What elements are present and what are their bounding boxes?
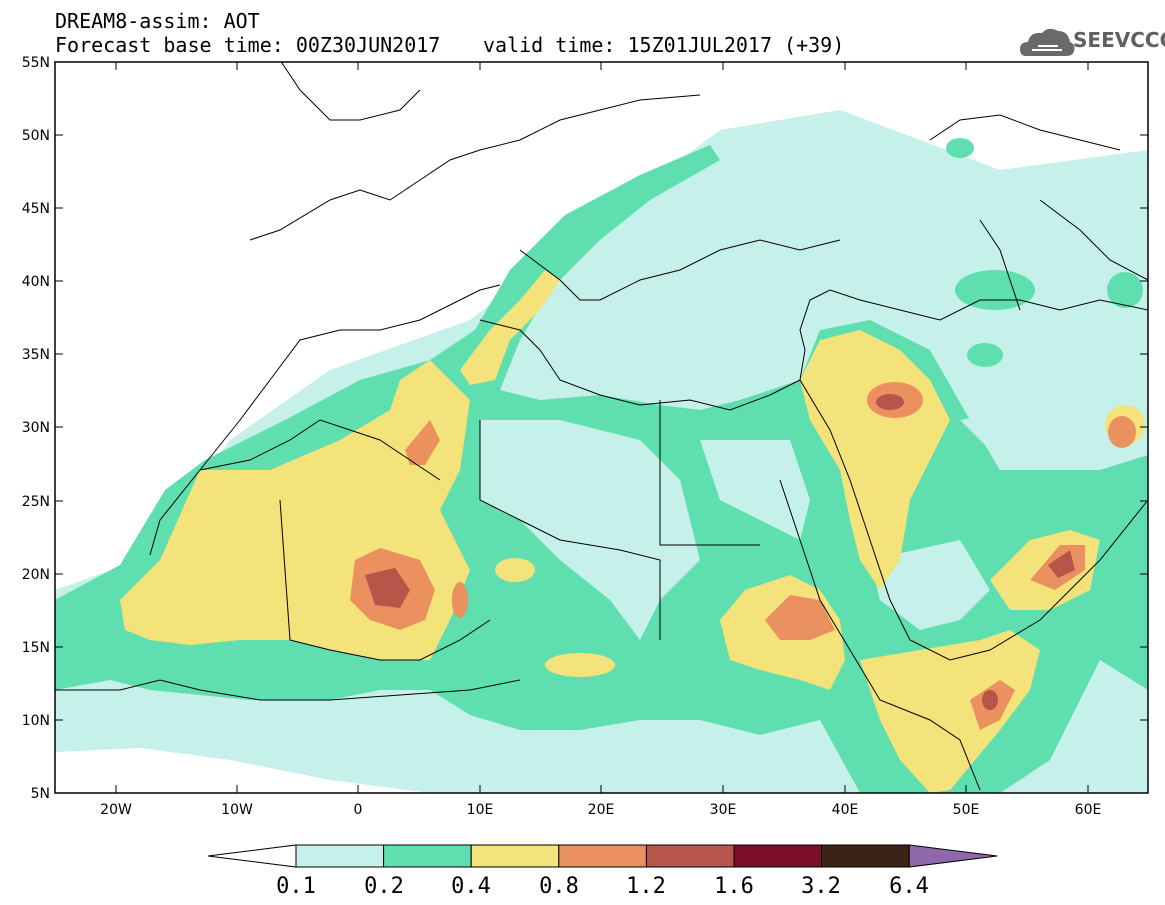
lat-axis: 55N 50N 45N 40N 35N 30N 25N 20N 15N 10N … — [22, 55, 1148, 802]
lat-label: 35N — [22, 347, 50, 363]
valid-time: valid time: 15Z01JUL2017 (+39) — [483, 33, 845, 57]
lon-label: 20E — [588, 802, 615, 818]
coastlines — [55, 62, 1148, 791]
lon-label: 20W — [100, 802, 132, 818]
lat-label: 45N — [22, 201, 50, 217]
colorbar-swatch — [470, 844, 560, 868]
lat-label: 25N — [22, 494, 50, 510]
lon-label: 0 — [354, 802, 363, 818]
lon-label: 40E — [832, 802, 859, 818]
lon-axis: 20W 10W 0 10E 20E 30E 40E 50E 60E — [100, 62, 1101, 818]
aot-contours — [55, 110, 1148, 793]
colorbar-high-arrow — [908, 844, 998, 868]
colorbar-label: 6.4 — [889, 874, 929, 899]
colorbar-swatch — [295, 844, 385, 868]
lat-label: 20N — [22, 567, 50, 583]
cloud-icon — [1020, 28, 1075, 56]
lon-label: 60E — [1075, 802, 1102, 818]
colorbar-label: 3.2 — [801, 874, 841, 899]
colorbar-label: 0.1 — [276, 874, 316, 899]
map-title: DREAM8-assim: AOT — [55, 9, 260, 33]
lon-label: 30E — [710, 802, 737, 818]
colorbar-swatch — [383, 844, 472, 868]
colorbar-label: 0.2 — [364, 874, 404, 899]
lat-label: 10N — [22, 713, 50, 729]
colorbar-label: 0.4 — [451, 874, 491, 899]
colorbar-swatches — [207, 844, 998, 868]
lat-label: 15N — [22, 640, 50, 656]
colorbar-low-arrow — [207, 844, 297, 868]
colorbar-label: 0.8 — [539, 874, 579, 899]
lat-label: 40N — [22, 274, 50, 290]
colorbar-swatch — [733, 844, 823, 868]
forecast-base-time: Forecast base time: 00Z30JUN2017 — [55, 33, 441, 57]
colorbar-swatch — [558, 844, 647, 868]
lat-label: 55N — [22, 55, 50, 71]
colorbar-label: 1.6 — [714, 874, 754, 899]
lat-label: 50N — [22, 128, 50, 144]
colorbar-label: 1.2 — [626, 874, 666, 899]
colorbar-swatch — [821, 844, 910, 868]
colorbar-swatch — [645, 844, 735, 868]
lon-label: 50E — [953, 802, 980, 818]
lat-label: 30N — [22, 420, 50, 436]
lon-label: 10W — [221, 802, 253, 818]
logo-text: SEEVCCC — [1073, 28, 1165, 52]
lon-label: 10E — [467, 802, 494, 818]
lat-label: 5N — [31, 786, 50, 802]
